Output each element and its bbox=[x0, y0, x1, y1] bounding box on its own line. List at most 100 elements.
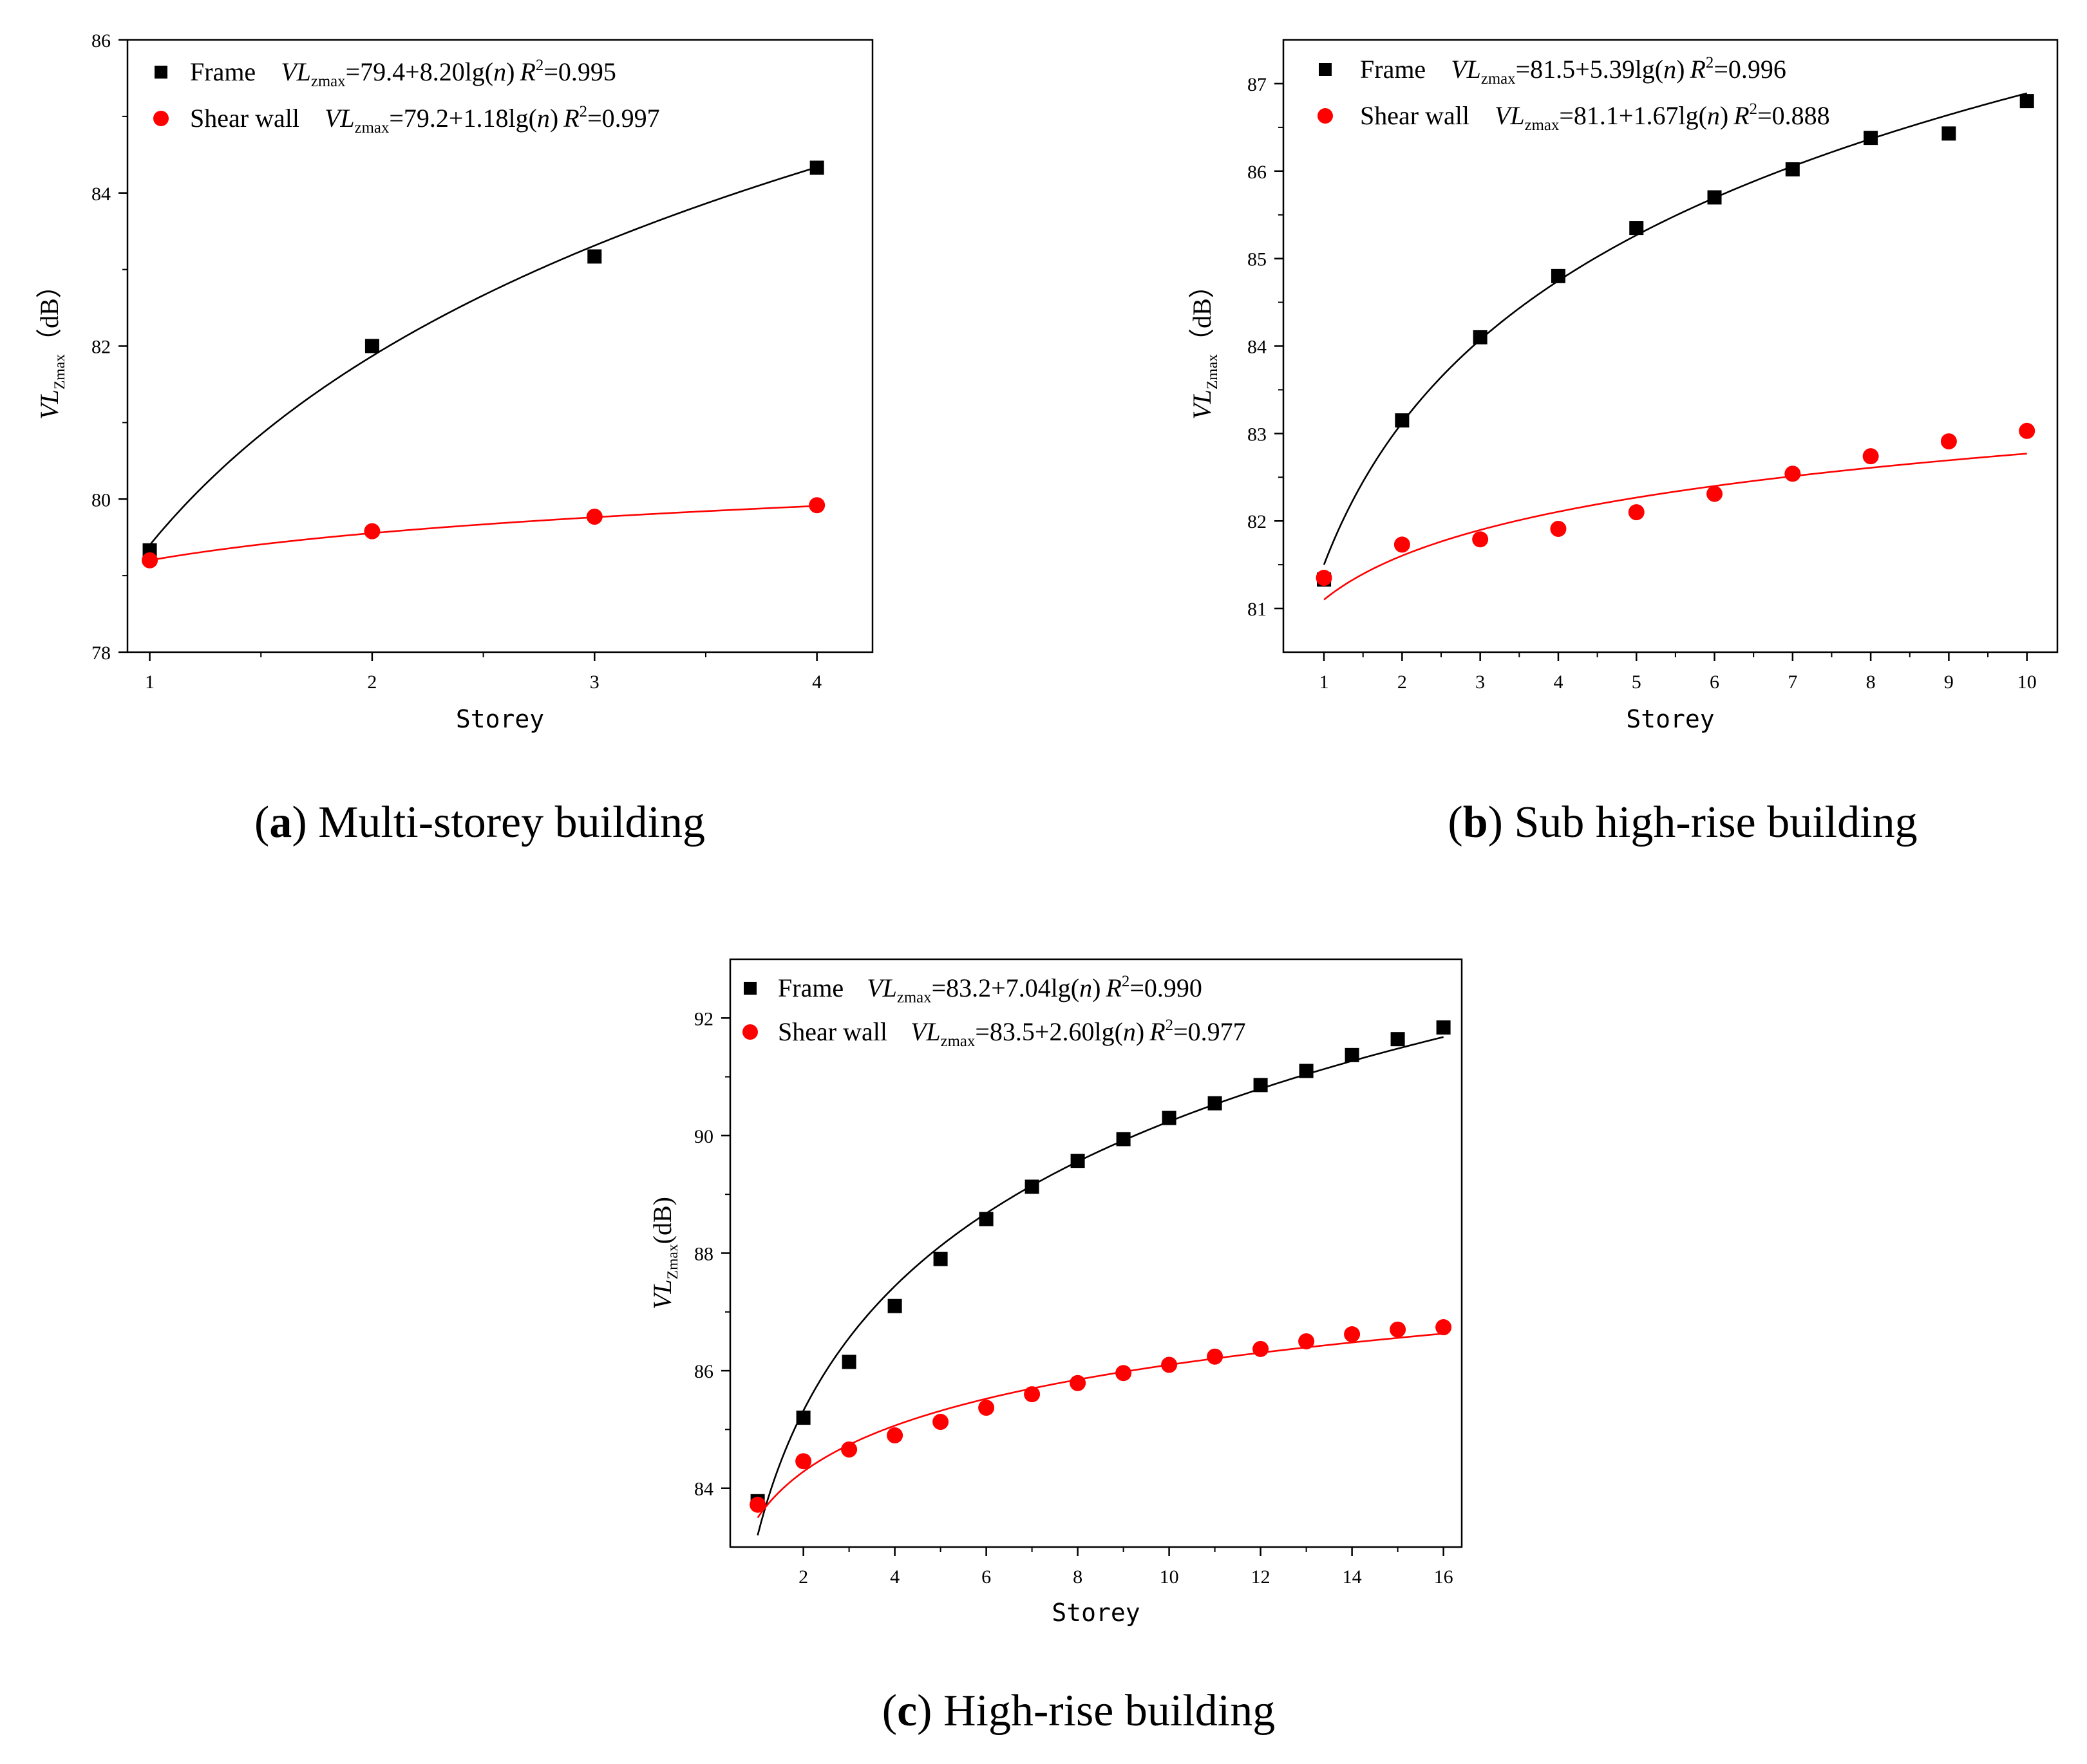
data-point bbox=[809, 497, 826, 514]
x-tick-label: 10 bbox=[2017, 671, 2037, 693]
x-tick-label: 3 bbox=[1475, 671, 1485, 693]
data-point bbox=[887, 1299, 902, 1313]
data-point bbox=[1252, 1340, 1269, 1357]
fit-curve bbox=[149, 166, 818, 546]
legend-close: ) bbox=[1720, 101, 1728, 130]
caption-text: High-rise building bbox=[943, 1686, 1275, 1736]
series-shear-wall bbox=[142, 497, 826, 568]
x-tick-label: 10 bbox=[1160, 1566, 1179, 1588]
data-point bbox=[2019, 94, 2034, 109]
legend-var: VL bbox=[281, 57, 311, 86]
legend-sup: 2 bbox=[1166, 1017, 1173, 1034]
y-axis-label: VLZmax（dB） bbox=[35, 272, 68, 419]
data-point bbox=[364, 339, 379, 353]
legend-r2: =0.977 bbox=[1173, 1017, 1246, 1046]
data-point bbox=[1706, 485, 1723, 502]
legend-sup: 2 bbox=[536, 57, 543, 74]
data-point bbox=[1864, 131, 1878, 145]
caption-letter: b bbox=[1463, 798, 1488, 847]
data-point bbox=[1344, 1326, 1361, 1342]
y-tick-label: 85 bbox=[1247, 249, 1267, 270]
legend-label: Frame bbox=[778, 973, 844, 1002]
data-point bbox=[1316, 570, 1332, 586]
series-shear-wall bbox=[1316, 422, 2035, 601]
legend-entry: Frame VLzmax=83.2+7.04lg(n) R2=0.990 bbox=[778, 973, 1202, 1006]
legend-label: Shear wall bbox=[190, 104, 299, 133]
series-shear-wall bbox=[750, 1319, 1452, 1519]
legend-r: R bbox=[563, 104, 579, 133]
data-point bbox=[1393, 536, 1410, 553]
legend-n: n bbox=[493, 57, 506, 86]
x-tick-label: 3 bbox=[590, 671, 600, 693]
data-point bbox=[1025, 1179, 1039, 1194]
legend-n: n bbox=[1663, 55, 1676, 84]
legend-sup: 2 bbox=[1706, 54, 1714, 71]
data-point bbox=[1345, 1047, 1359, 1062]
data-point bbox=[1941, 126, 1956, 141]
data-point bbox=[1115, 1365, 1132, 1382]
caption-letter: c bbox=[897, 1686, 917, 1736]
y-tick-label: 84 bbox=[91, 183, 111, 205]
x-tick-label: 2 bbox=[1397, 671, 1407, 693]
caption-close: ) bbox=[917, 1686, 943, 1736]
legend-n: n bbox=[537, 104, 550, 133]
legend-sub: zmax bbox=[1525, 117, 1560, 134]
data-point bbox=[796, 1411, 811, 1425]
y-axis-label-sub: Zmax bbox=[1204, 354, 1221, 389]
x-tick-label: 6 bbox=[1710, 671, 1719, 693]
legend-marker-circle bbox=[1317, 108, 1333, 124]
data-point bbox=[887, 1427, 903, 1444]
x-tick-label: 4 bbox=[1553, 671, 1563, 693]
legend-label: Frame bbox=[1360, 55, 1426, 84]
legend-n: n bbox=[1123, 1017, 1136, 1046]
legend-r2: =0.990 bbox=[1129, 973, 1202, 1002]
caption-letter: a bbox=[269, 798, 292, 847]
data-point bbox=[1253, 1078, 1268, 1093]
data-point bbox=[1390, 1032, 1405, 1047]
data-point bbox=[587, 249, 602, 264]
y-axis-label-unit: （dB） bbox=[1187, 272, 1216, 354]
data-point bbox=[1299, 1064, 1314, 1078]
legend-sub: zmax bbox=[941, 1033, 976, 1050]
data-point bbox=[142, 552, 158, 568]
series-frame bbox=[1317, 92, 2034, 587]
caption-close: ) bbox=[292, 798, 318, 847]
legend-eq: =83.2+7.04lg( bbox=[932, 973, 1080, 1002]
legend-marker-square bbox=[744, 982, 757, 995]
fit-curve bbox=[757, 1333, 1444, 1519]
data-point bbox=[933, 1252, 948, 1266]
x-tick-label: 7 bbox=[1788, 671, 1797, 693]
data-point bbox=[1162, 1111, 1176, 1125]
data-point bbox=[1472, 531, 1489, 548]
data-point bbox=[1550, 520, 1567, 537]
data-point bbox=[1473, 330, 1487, 344]
legend-entry: Shear wall VLzmax=83.5+2.60lg(n) R2=0.977 bbox=[778, 1017, 1246, 1050]
y-axis-label-unit: (dB) bbox=[648, 1197, 677, 1244]
y-tick-label: 84 bbox=[694, 1479, 713, 1500]
plot-frame bbox=[1282, 39, 2059, 653]
data-point bbox=[1070, 1154, 1085, 1168]
legend-sub: zmax bbox=[897, 989, 932, 1006]
legend-marker-square bbox=[155, 66, 167, 79]
caption: (c) High-rise building bbox=[882, 1686, 1275, 1736]
data-point bbox=[841, 1441, 858, 1458]
x-tick-label: 2 bbox=[367, 671, 377, 693]
y-tick-label: 78 bbox=[91, 643, 111, 664]
legend-sup: 2 bbox=[580, 103, 587, 120]
legend-marker-circle bbox=[742, 1024, 758, 1040]
caption-text: Multi-storey building bbox=[318, 798, 705, 847]
x-tick-label: 1 bbox=[1319, 671, 1329, 693]
chart-c: 2 4 6 8 10 12 14 168486889092StoreyVLZmax(dB)Fr… bbox=[648, 958, 1463, 1736]
data-point bbox=[1628, 504, 1645, 521]
legend-marker-square bbox=[1319, 63, 1332, 76]
legend-close: ) bbox=[506, 57, 515, 86]
x-tick-label: 1 bbox=[145, 671, 155, 693]
legend-var: VL bbox=[325, 104, 355, 133]
legend-eq: =79.2+1.18lg( bbox=[389, 104, 537, 133]
legend-label: Shear wall bbox=[778, 1017, 887, 1046]
y-axis-label-var: VL bbox=[35, 389, 64, 420]
plot-frame bbox=[729, 958, 1463, 1548]
